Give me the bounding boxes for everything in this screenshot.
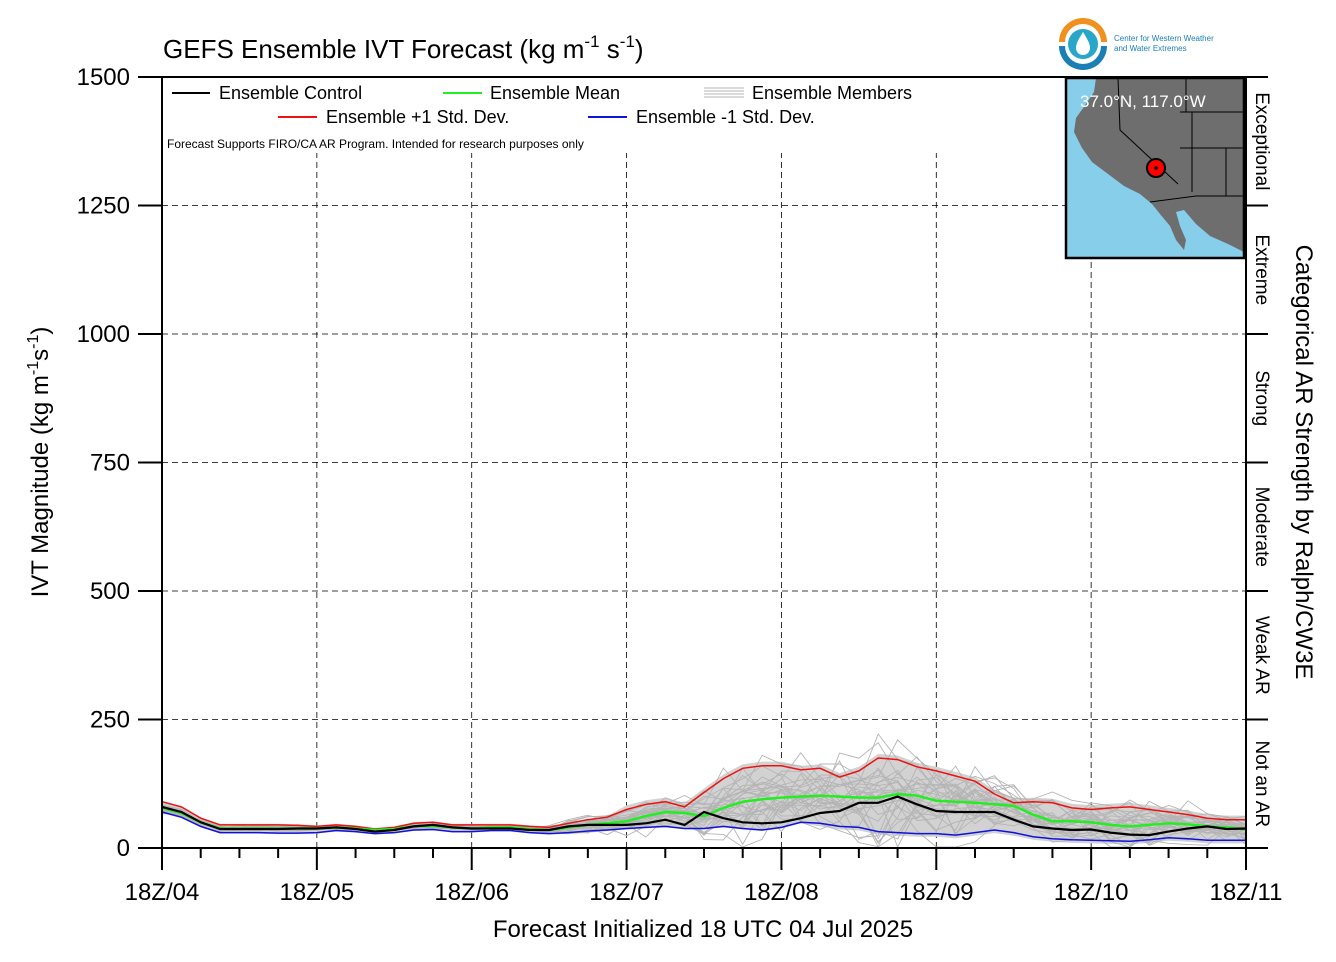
x-tick-label: 18Z/10 bbox=[1054, 879, 1129, 906]
category-label: Strong bbox=[1251, 370, 1272, 426]
category-label: Not an AR bbox=[1251, 740, 1272, 827]
series-plus-sd bbox=[161, 757, 1246, 830]
category-label: Extreme bbox=[1251, 234, 1272, 305]
ylabel-end: ) bbox=[27, 327, 54, 335]
ylabel-main: IVT Magnitude (kg m bbox=[27, 375, 54, 597]
logo-line2: and Water Extremes bbox=[1114, 44, 1187, 53]
title-main: GEFS Ensemble IVT Forecast (kg m bbox=[163, 34, 584, 64]
inset-coordinates: 37.0°N, 117.0°W bbox=[1080, 92, 1206, 111]
cw3e-logo: Center for Western Weather and Water Ext… bbox=[1059, 18, 1214, 70]
logo-line1: Center for Western Weather bbox=[1114, 34, 1214, 43]
title-mid: s bbox=[600, 34, 620, 64]
legend: Ensemble Control Ensemble Mean Ensemble … bbox=[167, 83, 912, 151]
spread-band-area bbox=[162, 753, 1246, 845]
logo-blue-arc bbox=[1059, 46, 1107, 70]
series-control bbox=[161, 795, 1247, 837]
y-tick-label: 250 bbox=[90, 707, 130, 734]
research-note: Forecast Supports FIRO/CA AR Program. In… bbox=[167, 137, 584, 151]
y-tick-label: 1250 bbox=[77, 193, 130, 220]
legend-label-mean: Ensemble Mean bbox=[490, 83, 620, 103]
legend-label-members: Ensemble Members bbox=[752, 83, 912, 103]
legend-label-control: Ensemble Control bbox=[219, 83, 362, 103]
x-tick-label: 18Z/08 bbox=[744, 879, 819, 906]
legend-label-minus-sd: Ensemble -1 Std. Dev. bbox=[636, 107, 815, 127]
y-tick-labels: 0 250 500 750 1000 1250 1500 bbox=[77, 64, 162, 862]
title-end: ) bbox=[635, 34, 644, 64]
ylabel-mid: s bbox=[27, 349, 54, 361]
legend-swatch-members bbox=[704, 87, 744, 98]
y-tick-label: 500 bbox=[90, 578, 130, 605]
ylabel-sup2: -1 bbox=[25, 335, 42, 349]
category-label: Weak AR bbox=[1251, 616, 1272, 695]
y-axis-label: IVT Magnitude (kg m-1s-1) bbox=[25, 327, 54, 598]
x-tick-label: 18Z/11 bbox=[1210, 879, 1283, 906]
x-tick-label: 18Z/06 bbox=[434, 879, 509, 906]
grid-lines bbox=[162, 153, 1246, 848]
y-tick-label: 1000 bbox=[77, 321, 130, 348]
category-label: Exceptional bbox=[1251, 92, 1272, 190]
right-axis-label: Categorical AR Strength by Ralph/CW3E bbox=[1290, 245, 1317, 680]
x-tick-label: 18Z/05 bbox=[279, 879, 354, 906]
ylabel-sup1: -1 bbox=[25, 361, 42, 375]
legend-label-plus-sd: Ensemble +1 Std. Dev. bbox=[326, 107, 509, 127]
y-tick-label: 0 bbox=[117, 835, 130, 862]
member-spread-band bbox=[162, 753, 1246, 845]
x-tick-label: 18Z/09 bbox=[899, 879, 974, 906]
x-axis-label: Forecast Initialized 18 UTC 04 Jul 2025 bbox=[493, 916, 913, 943]
title-sup2: -1 bbox=[620, 32, 635, 51]
x-tick-label: 18Z/04 bbox=[125, 879, 200, 906]
map-frame bbox=[1064, 76, 1246, 260]
water-drop-icon bbox=[1076, 32, 1090, 55]
title-sup1: -1 bbox=[584, 32, 599, 51]
location-marker-center bbox=[1154, 166, 1158, 170]
x-tick-label: 18Z/07 bbox=[589, 879, 664, 906]
inset-location-map: 37.0°N, 117.0°W bbox=[1064, 76, 1246, 260]
logo-orange-arc bbox=[1059, 18, 1107, 42]
x-tick-labels: 18Z/04 18Z/05 18Z/06 18Z/07 18Z/08 18Z/09 18Z/… bbox=[125, 848, 1283, 906]
chart-title: GEFS Ensemble IVT Forecast (kg m-1 s-1) bbox=[163, 32, 644, 64]
series-minus-sd bbox=[161, 811, 1246, 843]
category-labels: Not an AR Weak AR Moderate Strong Extreme Exc… bbox=[1246, 76, 1272, 849]
category-label: Moderate bbox=[1251, 487, 1272, 567]
y-tick-label: 1500 bbox=[77, 64, 130, 91]
y-tick-label: 750 bbox=[90, 450, 130, 477]
series-lines bbox=[161, 757, 1247, 843]
